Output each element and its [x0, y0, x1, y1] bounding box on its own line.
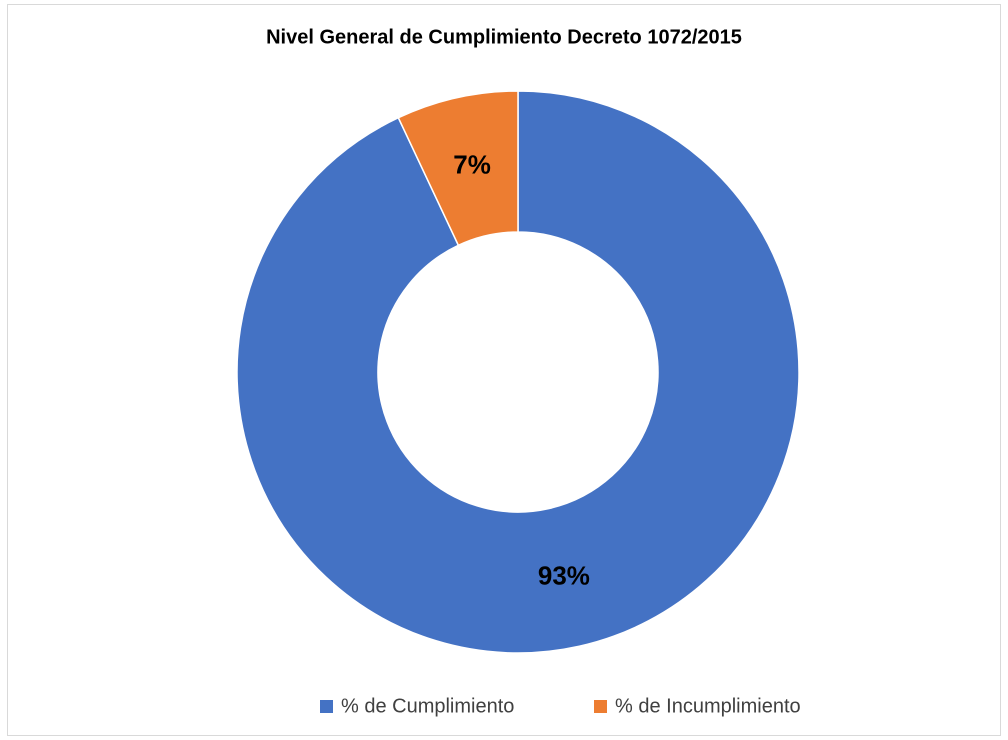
chart-title: Nivel General de Cumplimiento Decreto 10… [266, 26, 742, 48]
slice [236, 90, 800, 654]
data-label: 93% [538, 560, 590, 590]
data-label: 7% [453, 149, 491, 179]
legend-swatch [594, 700, 607, 713]
slice [397, 90, 519, 247]
legend-label: % de Incumplimiento [615, 695, 801, 717]
legend-label: % de Cumplimiento [341, 695, 514, 717]
legend-swatch [320, 700, 333, 713]
